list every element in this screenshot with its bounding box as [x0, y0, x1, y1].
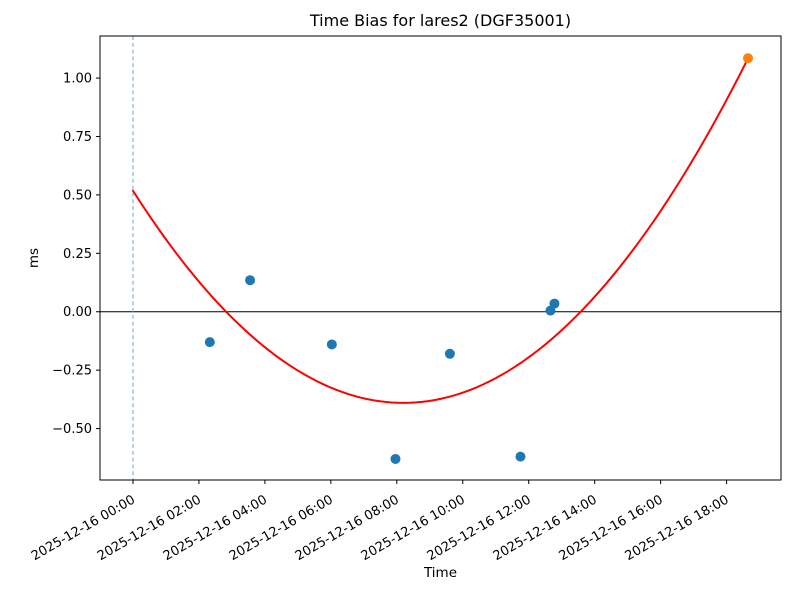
chart-title: Time Bias for lares2 (DGF35001) — [309, 11, 572, 30]
observed-bias-points — [245, 275, 256, 286]
y-tick-label: 0.75 — [63, 130, 92, 145]
y-tick-label: −0.50 — [52, 422, 92, 437]
x-tick-label: 2025-12-16 00:00 — [29, 492, 138, 564]
observed-bias-points — [204, 337, 215, 348]
y-tick-label: 0.25 — [63, 247, 92, 262]
y-tick-label: 0.00 — [63, 305, 92, 320]
y-tick-label: 1.00 — [63, 72, 92, 87]
observed-bias-points — [515, 451, 526, 462]
x-axis-label: Time — [423, 565, 458, 581]
fit-curve — [131, 57, 750, 404]
observed-bias-points — [390, 453, 401, 464]
observed-bias-points — [326, 339, 337, 350]
observed-bias-points — [444, 348, 455, 359]
observed-bias-points — [549, 298, 560, 309]
axis-frame — [99, 35, 782, 481]
y-tick-label: −0.25 — [52, 364, 92, 379]
latest-bias-point — [743, 53, 754, 64]
y-tick-label: 0.50 — [63, 188, 92, 203]
